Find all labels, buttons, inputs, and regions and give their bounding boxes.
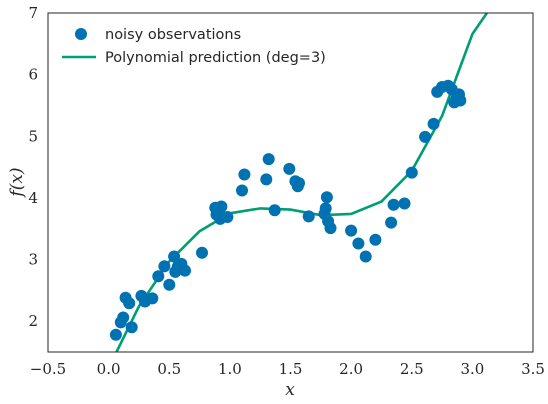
legend-label-prediction: Polynomial prediction (deg=3)	[105, 50, 326, 66]
x-tick-label: 0.5	[157, 360, 181, 378]
observation-point	[352, 237, 365, 250]
observation-point	[427, 117, 440, 130]
y-tick-labels: 2 3 4 5 6 7	[28, 4, 38, 330]
observation-point	[387, 198, 400, 211]
x-tick-label: −0.5	[30, 360, 66, 378]
x-tick-label: 3.0	[460, 360, 484, 378]
observation-point	[146, 292, 159, 305]
observation-point	[302, 210, 315, 223]
plot-area	[109, 13, 488, 352]
y-tick-label: 7	[28, 4, 38, 22]
observation-point	[419, 130, 432, 143]
observation-point	[158, 260, 171, 273]
observation-point	[123, 297, 136, 310]
observation-point	[236, 184, 248, 197]
x-tick-label: 2.0	[339, 360, 363, 378]
y-tick-label: 6	[28, 66, 38, 84]
observation-point	[359, 250, 372, 263]
x-tick-label: 3.5	[521, 360, 545, 378]
legend: noisy observations Polynomial prediction…	[62, 27, 326, 66]
x-tick-label: 0.0	[97, 360, 121, 378]
observation-point	[125, 321, 138, 334]
x-axis-label: x	[285, 380, 295, 400]
observation-point	[324, 222, 337, 235]
observation-point	[398, 197, 411, 210]
y-tick-label: 2	[28, 312, 38, 330]
y-tick-label: 5	[28, 127, 38, 145]
x-tick-label: 1.0	[218, 360, 242, 378]
plot-frame	[47, 12, 534, 353]
observation-point	[168, 250, 181, 263]
legend-marker-observations	[75, 28, 87, 40]
x-tick-label: 1.5	[279, 360, 303, 378]
observation-point	[262, 153, 275, 166]
observation-point	[215, 200, 228, 213]
observation-points	[109, 79, 467, 341]
observation-point	[283, 162, 296, 175]
observation-point	[385, 216, 398, 229]
observation-point	[179, 264, 191, 277]
observation-point	[152, 270, 165, 283]
x-tick-labels: −0.5 0.0 0.5 1.0 1.5 2.0 2.5 3.0 3.5	[30, 360, 545, 378]
observation-point	[260, 173, 273, 186]
observation-point	[196, 246, 208, 259]
observation-point	[405, 166, 418, 179]
observation-point	[454, 94, 467, 107]
y-axis-label: f(x)	[7, 167, 27, 198]
observation-point	[369, 233, 382, 246]
observation-point	[221, 211, 234, 223]
observation-point	[293, 177, 305, 190]
y-tick-label: 3	[28, 251, 38, 269]
observation-point	[163, 278, 176, 291]
legend-label-observations: noisy observations	[105, 27, 241, 43]
observation-point	[117, 311, 130, 324]
observation-point	[345, 224, 358, 237]
observation-point	[319, 202, 332, 215]
x-tick-label: 2.5	[400, 360, 424, 378]
observation-point	[109, 328, 122, 341]
observation-point	[320, 191, 333, 204]
observation-point	[268, 204, 281, 217]
y-tick-label: 4	[28, 189, 38, 207]
observation-point	[238, 168, 251, 181]
